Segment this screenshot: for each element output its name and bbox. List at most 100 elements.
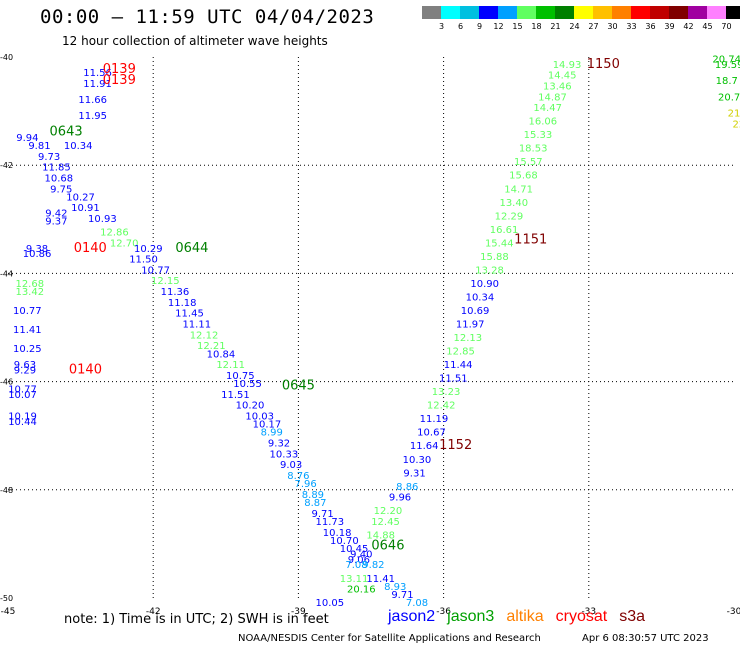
swh-value-label: 10.19 [8, 411, 37, 422]
swh-value-label: 11.64 [410, 441, 439, 452]
swh-value-label: 11.19 [420, 414, 449, 425]
lat-tick-label: -48 [0, 486, 13, 495]
swh-value-label: 9.06 [348, 555, 370, 566]
swh-value-label: 10.44 [8, 417, 37, 428]
swh-value-label: 7.96 [295, 479, 317, 490]
swh-value-label: 11.66 [78, 95, 107, 106]
swh-value-label: 9.82 [362, 560, 384, 571]
color-scale-swatch [612, 6, 631, 19]
lat-tick-label: -40 [0, 53, 13, 62]
color-scale-label: 21 [550, 22, 561, 31]
color-scale-label: 6 [457, 22, 464, 31]
lon-tick-label: -30 [727, 607, 740, 617]
swh-value-label: 9.75 [50, 184, 72, 195]
swh-value-label: 12.29 [495, 211, 524, 222]
swh-value-label: 9.81 [28, 141, 50, 152]
axis-ticks: -45 -42 -39 -36 -33 -30 -40 -42 -44 -46 -48 -50 [0, 53, 740, 617]
swh-value-label: 12.86 [100, 228, 129, 239]
swh-value-label: 9.32 [268, 439, 290, 450]
swh-value-label: 14.88 [366, 530, 395, 541]
pass-time-label: 0645 [282, 379, 315, 394]
swh-value-label: 10.93 [88, 214, 117, 225]
note-text: note: 1) Time is in UTC; 2) SWH is in fe… [64, 612, 329, 627]
footer-date: Apr 6 08:30:57 UTC 2023 [582, 633, 709, 644]
swh-value-label: 10.90 [470, 279, 499, 290]
swh-value-label: 11.11 [182, 320, 211, 331]
grid-lines [8, 57, 734, 598]
swh-value-label: 12.20 [374, 506, 403, 517]
pass-time-label: 1151 [514, 233, 547, 248]
lon-tick-label: -39 [291, 607, 306, 617]
color-scale-swatch [593, 6, 612, 19]
swh-value-label: 12.11 [216, 360, 245, 371]
satellite-legend-entry: jason2 [388, 608, 436, 625]
swh-value-label: 11.36 [161, 287, 190, 298]
swh-value-label: 11.91 [83, 79, 112, 90]
pass-time-label: 0646 [371, 538, 404, 553]
footer-credit: NOAA/NESDIS Center for Satellite Applica… [238, 633, 541, 644]
swh-value-label: 12.42 [427, 401, 456, 412]
swh-value-label: 15.88 [480, 252, 509, 263]
swh-value-label: 14.71 [504, 184, 533, 195]
swh-value-label: 9.63 [14, 360, 36, 371]
swh-value-label: 10.77 [13, 306, 42, 317]
color-scale-label: 33 [626, 22, 637, 31]
swh-value-label: 12.13 [453, 333, 482, 344]
swh-value-label: 10.34 [64, 141, 93, 152]
color-scale-label: 27 [588, 22, 599, 31]
pass-time-label: 0140 [69, 362, 102, 377]
color-scale-label: 42 [683, 22, 694, 31]
swh-value-label: 11.41 [13, 325, 42, 336]
swh-value-label: 11.50 [129, 255, 158, 266]
swh-value-label: 15.68 [509, 171, 538, 182]
swh-value-label: 10.68 [44, 173, 73, 184]
swh-value-label: 9.31 [403, 468, 425, 479]
swh-value-label: 8.87 [304, 498, 326, 509]
swh-value-label: 10.69 [461, 306, 490, 317]
swh-value-label: 9.96 [389, 493, 411, 504]
swh-value-label: 20.7 [718, 92, 740, 103]
lon-tick-label: -33 [581, 607, 596, 617]
swh-value-label: 10.30 [403, 455, 432, 466]
swh-value-label: 10.29 [134, 244, 163, 255]
swh-value-label: 10.05 [316, 598, 345, 609]
swh-value-label: 8.99 [261, 428, 283, 439]
swh-value-label: 14.47 [533, 103, 562, 114]
swh-value-label: 15.57 [514, 157, 543, 168]
swh-value-label: 11.51 [439, 374, 468, 385]
satellite-legend-entry: jason3 [447, 608, 495, 625]
satellite-legend: jason2 jason3 altika cryosat s3a [388, 608, 657, 626]
swh-value-label: 10.91 [71, 203, 100, 214]
swh-points: 11.5611.9111.6611.959.9410.349.819.7311.… [8, 54, 740, 609]
swh-value-label: 9.73 [38, 152, 60, 163]
swh-value-label: 13.11 [340, 574, 369, 585]
pass-time-label: 0139 [103, 62, 136, 77]
swh-value-label: 10.27 [66, 192, 95, 203]
color-scale-label: 18 [531, 22, 542, 31]
swh-value-label: 20.16 [347, 585, 376, 596]
pass-time-label: 1152 [439, 438, 472, 453]
swh-value-label: 16.61 [490, 225, 519, 236]
swh-value-label: 15.44 [485, 238, 514, 249]
lat-tick-label: -44 [0, 269, 13, 278]
color-scale-swatch [517, 6, 536, 19]
swh-value-label: 10.25 [13, 344, 42, 355]
swh-value-label: 13.46 [543, 81, 572, 92]
swh-value-label: 10.55 [233, 379, 262, 390]
swh-value-label: 9.37 [45, 217, 67, 228]
color-scale-label: 70 [721, 22, 732, 31]
swh-value-label: 10.17 [253, 420, 282, 431]
satellite-legend-entry: altika [506, 608, 544, 625]
swh-value-label: 10.33 [270, 449, 299, 460]
swh-value-label: 18.7 [716, 76, 738, 87]
swh-value-label: 13.28 [475, 265, 504, 276]
swh-value-label: 10.20 [236, 401, 265, 412]
swh-value-label: 8.93 [384, 582, 406, 593]
satellite-legend-entry: cryosat [555, 608, 608, 625]
swh-value-label: 10.45 [340, 544, 369, 555]
swh-value-label: 10.86 [23, 249, 52, 260]
color-scale-swatch [650, 6, 669, 19]
lat-tick-label: -46 [0, 378, 13, 387]
color-scale-swatch [726, 6, 740, 19]
swh-value-label: 10.03 [245, 411, 274, 422]
